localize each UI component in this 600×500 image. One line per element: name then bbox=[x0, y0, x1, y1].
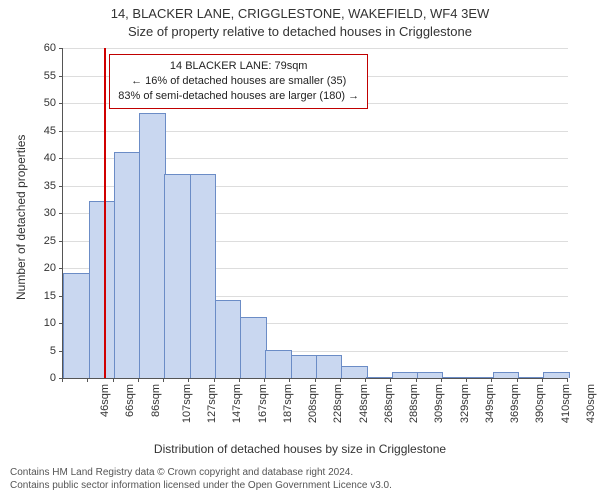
xtick-label: 66sqm bbox=[124, 384, 136, 417]
xtick-mark bbox=[62, 378, 63, 382]
ytick-label: 25 bbox=[0, 235, 56, 247]
xtick-label: 248sqm bbox=[358, 384, 370, 423]
ytick-label: 55 bbox=[0, 70, 56, 82]
xtick-mark bbox=[188, 378, 189, 382]
annotation-line1: 14 BLACKER LANE: 79sqm bbox=[118, 59, 359, 74]
ytick-label: 20 bbox=[0, 262, 56, 274]
xtick-label: 430sqm bbox=[585, 384, 597, 423]
ytick-label: 10 bbox=[0, 317, 56, 329]
footer: Contains HM Land Registry data © Crown c… bbox=[10, 466, 590, 492]
xtick-label: 309sqm bbox=[433, 384, 445, 423]
histogram-bar bbox=[63, 273, 90, 379]
xtick-mark bbox=[517, 378, 518, 382]
footer-line2: Contains public sector information licen… bbox=[10, 479, 590, 492]
xtick-mark bbox=[542, 378, 543, 382]
ytick-mark bbox=[59, 76, 63, 77]
xtick-mark bbox=[113, 378, 114, 382]
annotation-line3: 83% of semi-detached houses are larger (… bbox=[118, 89, 359, 104]
histogram-bar bbox=[543, 372, 570, 379]
footer-line1: Contains HM Land Registry data © Crown c… bbox=[10, 466, 590, 479]
xtick-label: 167sqm bbox=[257, 384, 269, 423]
xtick-mark bbox=[441, 378, 442, 382]
gridline-h bbox=[63, 48, 568, 49]
ytick-mark bbox=[59, 158, 63, 159]
histogram-bar bbox=[467, 377, 494, 378]
xtick-mark bbox=[466, 378, 467, 382]
ytick-label: 35 bbox=[0, 180, 56, 192]
histogram-bar bbox=[89, 201, 116, 378]
ytick-mark bbox=[59, 131, 63, 132]
xtick-label: 127sqm bbox=[206, 384, 218, 423]
xtick-label: 208sqm bbox=[307, 384, 319, 423]
histogram-bar bbox=[392, 372, 419, 379]
xtick-mark bbox=[264, 378, 265, 382]
xtick-label: 329sqm bbox=[459, 384, 471, 423]
ytick-label: 0 bbox=[0, 372, 56, 384]
histogram-bar bbox=[215, 300, 242, 378]
histogram-bar bbox=[493, 372, 520, 379]
xtick-label: 288sqm bbox=[408, 384, 420, 423]
xtick-mark bbox=[315, 378, 316, 382]
xtick-label: 86sqm bbox=[150, 384, 162, 417]
xtick-mark bbox=[289, 378, 290, 382]
xtick-label: 410sqm bbox=[560, 384, 572, 423]
ytick-mark bbox=[59, 48, 63, 49]
ytick-label: 50 bbox=[0, 97, 56, 109]
ytick-mark bbox=[59, 241, 63, 242]
ytick-mark bbox=[59, 268, 63, 269]
xtick-label: 349sqm bbox=[484, 384, 496, 423]
xtick-label: 187sqm bbox=[282, 384, 294, 423]
ytick-label: 15 bbox=[0, 290, 56, 302]
histogram-bar bbox=[139, 113, 166, 378]
histogram-bar bbox=[366, 377, 393, 378]
ytick-label: 5 bbox=[0, 345, 56, 357]
histogram-bar bbox=[341, 366, 368, 378]
xtick-mark bbox=[214, 378, 215, 382]
histogram-bar bbox=[316, 355, 343, 378]
annotation-line2: ← 16% of detached houses are smaller (35… bbox=[118, 74, 359, 89]
ytick-mark bbox=[59, 186, 63, 187]
xtick-label: 369sqm bbox=[509, 384, 521, 423]
ytick-label: 45 bbox=[0, 125, 56, 137]
ytick-label: 40 bbox=[0, 152, 56, 164]
xtick-label: 107sqm bbox=[181, 384, 193, 423]
chart-title-line1: 14, BLACKER LANE, CRIGGLESTONE, WAKEFIEL… bbox=[0, 6, 600, 21]
ytick-mark bbox=[59, 213, 63, 214]
histogram-bar bbox=[190, 174, 217, 379]
xtick-mark bbox=[416, 378, 417, 382]
xtick-mark bbox=[340, 378, 341, 382]
histogram-bar bbox=[518, 377, 545, 378]
xtick-mark bbox=[567, 378, 568, 382]
ytick-mark bbox=[59, 103, 63, 104]
annotation-box: 14 BLACKER LANE: 79sqm ← 16% of detached… bbox=[109, 54, 368, 109]
xtick-label: 46sqm bbox=[99, 384, 111, 417]
xtick-label: 228sqm bbox=[332, 384, 344, 423]
xtick-mark bbox=[365, 378, 366, 382]
xtick-label: 390sqm bbox=[534, 384, 546, 423]
xtick-label: 147sqm bbox=[231, 384, 243, 423]
xtick-mark bbox=[87, 378, 88, 382]
histogram-bar bbox=[291, 355, 318, 378]
xtick-mark bbox=[138, 378, 139, 382]
histogram-bar bbox=[417, 372, 444, 379]
histogram-bar bbox=[164, 174, 191, 379]
histogram-bar bbox=[442, 377, 469, 378]
histogram-bar bbox=[265, 350, 292, 379]
histogram-bar bbox=[240, 317, 267, 379]
xtick-label: 268sqm bbox=[383, 384, 395, 423]
xtick-mark bbox=[491, 378, 492, 382]
histogram-bar bbox=[114, 152, 141, 379]
subject-marker-line bbox=[104, 48, 106, 378]
xtick-mark bbox=[390, 378, 391, 382]
xtick-mark bbox=[239, 378, 240, 382]
chart-title-line2: Size of property relative to detached ho… bbox=[0, 24, 600, 39]
xtick-mark bbox=[163, 378, 164, 382]
x-axis-label: Distribution of detached houses by size … bbox=[0, 442, 600, 456]
ytick-label: 60 bbox=[0, 42, 56, 54]
ytick-label: 30 bbox=[0, 207, 56, 219]
